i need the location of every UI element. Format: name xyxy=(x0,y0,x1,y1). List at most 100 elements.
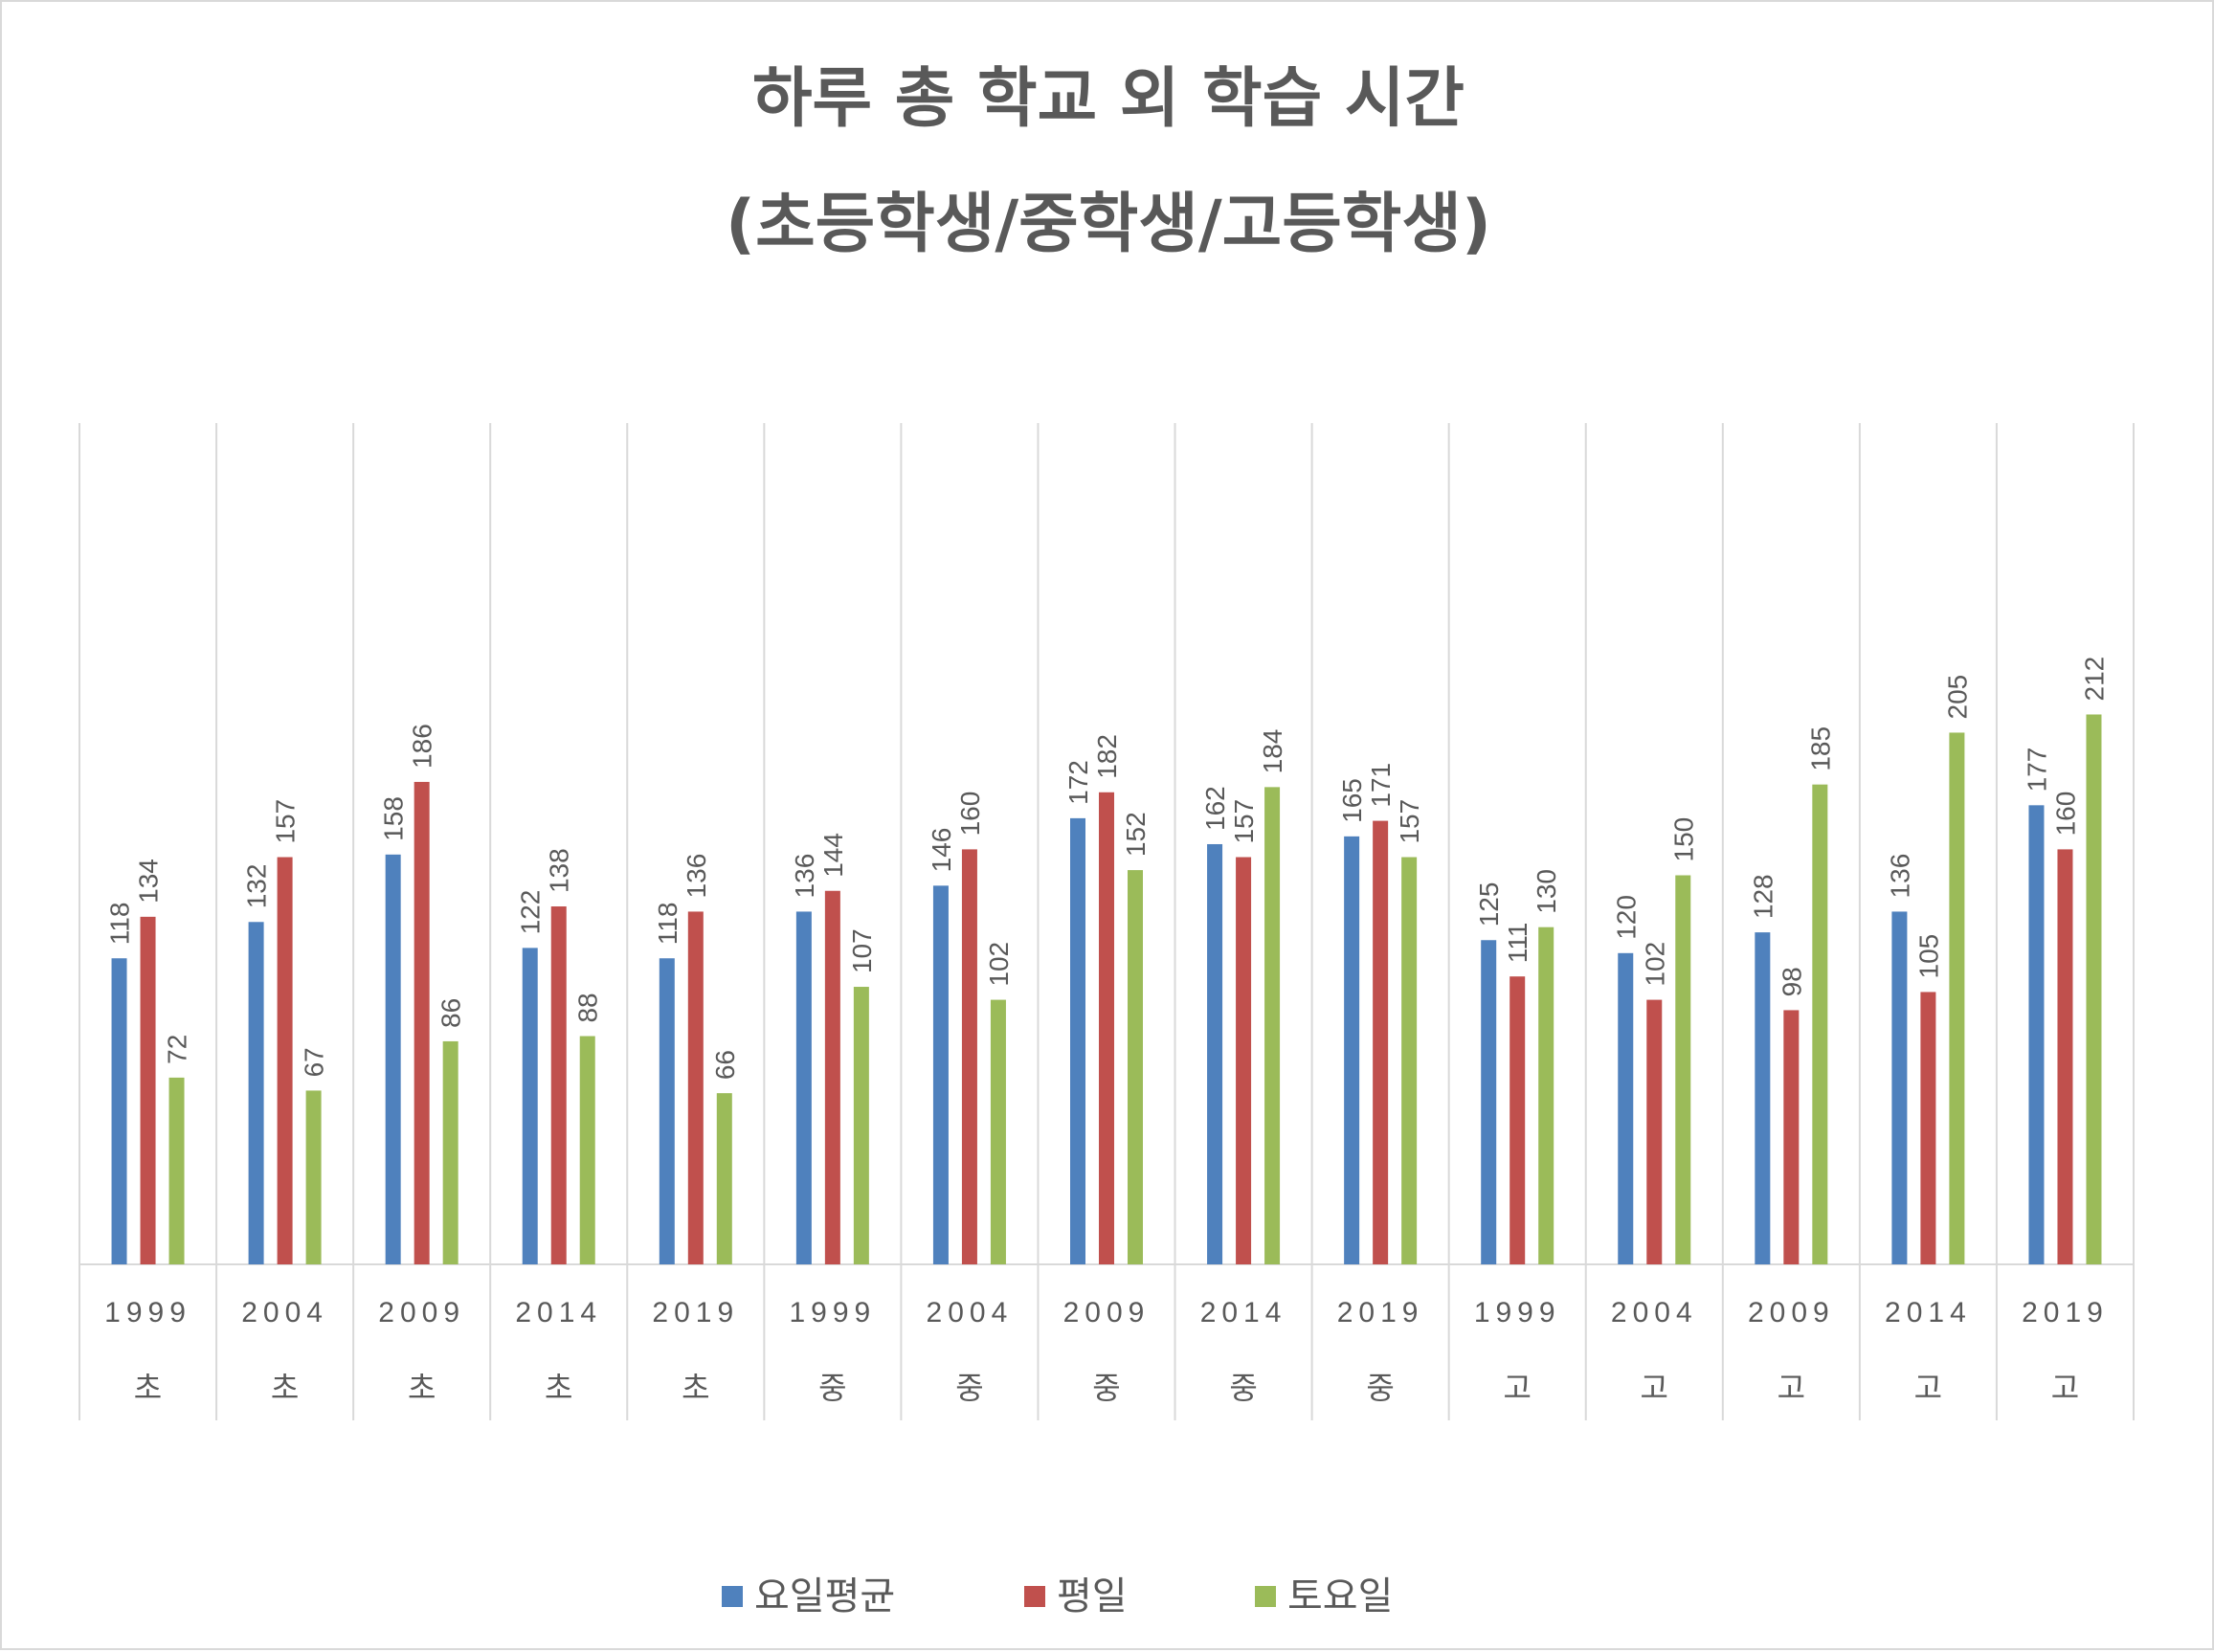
data-label: 152 xyxy=(1121,812,1151,857)
x-tick-label-level: 고 xyxy=(1503,1370,1531,1406)
bar-요일평균-1999-중 xyxy=(795,911,812,1264)
bar-토요일-2019-고 xyxy=(2086,714,2102,1264)
bar-평일-1999-고 xyxy=(1510,976,1526,1264)
x-tick-label-year: 2019 xyxy=(2022,1297,2109,1328)
data-label: 146 xyxy=(927,828,956,873)
data-label: 128 xyxy=(1748,874,1778,919)
legend-swatch-평일 xyxy=(1024,1586,1045,1607)
bar-평일-2004-고 xyxy=(1646,999,1663,1264)
x-tick-label-year: 2014 xyxy=(1885,1297,1972,1328)
x-tick-label-year: 1999 xyxy=(789,1297,876,1328)
bar-요일평균-2009-중 xyxy=(1070,817,1085,1264)
bar-평일-2014-중 xyxy=(1236,857,1252,1264)
bar-요일평균-2009-고 xyxy=(1755,932,1771,1264)
bar-평일-2014-초 xyxy=(550,906,567,1264)
bar-평일-1999-중 xyxy=(824,890,840,1264)
legend-swatch-요일평균 xyxy=(722,1586,743,1607)
x-tick-label-year: 2009 xyxy=(1063,1297,1151,1328)
x-tick-label-level: 초 xyxy=(271,1370,299,1406)
x-tick-label-level: 초 xyxy=(408,1370,436,1406)
data-label: 157 xyxy=(271,799,301,844)
x-tick-label-level: 중 xyxy=(1092,1370,1120,1406)
legend-label-평일: 평일 xyxy=(1057,1574,1128,1619)
bar-평일-2019-초 xyxy=(687,911,704,1264)
x-tick-label-level: 고 xyxy=(1641,1370,1668,1406)
data-label: 132 xyxy=(242,864,272,909)
x-tick-label-year: 2004 xyxy=(241,1297,328,1328)
data-label: 72 xyxy=(163,1035,192,1064)
data-label: 165 xyxy=(1337,778,1367,823)
data-label: 102 xyxy=(1640,942,1669,987)
data-label: 111 xyxy=(1503,923,1532,964)
data-label: 171 xyxy=(1366,763,1396,808)
data-label: 162 xyxy=(1200,786,1230,831)
data-label: 212 xyxy=(2079,657,2109,702)
bar-토요일-2019-초 xyxy=(716,1093,732,1264)
x-tick-label-level: 중 xyxy=(1366,1370,1394,1406)
x-tick-label-year: 2009 xyxy=(1748,1297,1835,1328)
x-tick-label-year: 2014 xyxy=(1200,1297,1287,1328)
bar-요일평균-2004-중 xyxy=(932,885,949,1264)
data-label: 138 xyxy=(545,848,574,893)
legend-label-요일평균: 요일평균 xyxy=(754,1574,895,1619)
legend-label-토요일: 토요일 xyxy=(1287,1574,1393,1619)
x-tick-label-level: 고 xyxy=(1914,1370,1942,1406)
bar-토요일-1999-중 xyxy=(853,987,869,1264)
legend-swatch-토요일 xyxy=(1255,1586,1276,1607)
data-label: 98 xyxy=(1777,967,1806,996)
bar-토요일-2009-초 xyxy=(442,1040,458,1264)
data-label: 136 xyxy=(682,854,711,899)
bar-토요일-2004-중 xyxy=(990,999,1006,1264)
x-tick-label-level: 중 xyxy=(1229,1370,1257,1406)
data-label: 172 xyxy=(1063,760,1093,805)
x-tick-label-year: 1999 xyxy=(1474,1297,1561,1328)
x-tick-label-level: 고 xyxy=(1778,1370,1805,1406)
data-label: 125 xyxy=(1474,882,1504,927)
bar-요일평균-2004-초 xyxy=(248,922,264,1264)
x-tick-label-level: 고 xyxy=(2051,1370,2079,1406)
data-label: 157 xyxy=(1229,799,1259,844)
data-label: 120 xyxy=(1611,895,1641,940)
legend: 요일평균 평일 토요일 xyxy=(722,1574,1393,1619)
data-label: 102 xyxy=(984,942,1014,987)
bar-요일평균-2004-고 xyxy=(1618,952,1634,1264)
data-label: 158 xyxy=(379,796,409,841)
bar-토요일-2009-중 xyxy=(1128,870,1143,1264)
data-label: 134 xyxy=(134,859,164,904)
data-label: 136 xyxy=(1885,854,1914,899)
bar-평일-2019-중 xyxy=(1373,820,1389,1264)
bar-평일-2009-중 xyxy=(1099,792,1114,1264)
x-tick-label-year: 2004 xyxy=(1611,1297,1698,1328)
bar-토요일-2004-고 xyxy=(1675,875,1691,1264)
x-tick-label-year: 2019 xyxy=(652,1297,739,1328)
bar-토요일-2004-초 xyxy=(305,1090,322,1264)
data-label: 157 xyxy=(1395,799,1424,844)
data-label: 177 xyxy=(2022,748,2051,793)
x-tick-label-year: 2019 xyxy=(1337,1297,1424,1328)
bar-평일-2009-고 xyxy=(1783,1010,1800,1264)
data-label: 88 xyxy=(573,993,603,1022)
bar-토요일-2014-초 xyxy=(579,1036,595,1264)
data-label: 205 xyxy=(1942,675,1972,720)
data-label: 182 xyxy=(1092,734,1122,779)
bar-평일-2004-초 xyxy=(277,857,293,1264)
bar-요일평균-1999-초 xyxy=(111,958,127,1264)
bar-요일평균-2014-중 xyxy=(1207,843,1223,1264)
bar-요일평균-1999-고 xyxy=(1481,940,1497,1264)
bar-평일-2014-고 xyxy=(1920,992,1936,1264)
bar-평일-2009-초 xyxy=(414,781,430,1264)
bar-토요일-2019-중 xyxy=(1401,857,1418,1264)
x-tick-label-year: 2004 xyxy=(927,1297,1014,1328)
x-tick-label-level: 초 xyxy=(134,1370,162,1406)
data-label: 66 xyxy=(710,1050,740,1080)
bar-토요일-2014-고 xyxy=(1949,732,1965,1264)
x-tick-label-level: 초 xyxy=(545,1370,572,1406)
bar-요일평균-2019-초 xyxy=(659,958,675,1264)
x-tick-label-year: 2014 xyxy=(515,1297,602,1328)
bar-요일평균-2019-고 xyxy=(2028,805,2045,1264)
data-label: 186 xyxy=(408,724,437,769)
data-label: 160 xyxy=(955,792,985,837)
data-label: 184 xyxy=(1258,729,1287,774)
x-tick-label-year: 2009 xyxy=(378,1297,465,1328)
